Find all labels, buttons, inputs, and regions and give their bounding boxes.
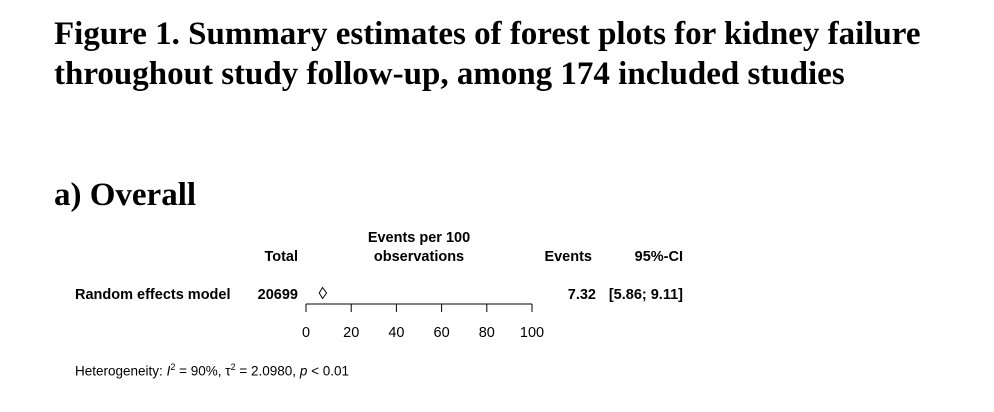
header-total: Total: [264, 249, 298, 265]
x-tick-label-80: 80: [479, 325, 495, 341]
het-tau2-value: = 2.0980,: [235, 363, 300, 379]
het-i2-symbol: I: [166, 363, 171, 379]
row-total: 20699: [258, 287, 298, 303]
x-tick-label-100: 100: [520, 325, 544, 341]
row-ci: [5.86; 9.11]: [609, 287, 683, 303]
het-tau2-exp: 2: [230, 362, 236, 372]
panel-title: a) Overall: [54, 177, 197, 213]
header-events: Events: [544, 249, 592, 265]
het-i2-value: = 90%,: [175, 363, 226, 379]
header-ci: 95%-CI: [635, 249, 683, 265]
row-events: 7.32: [568, 287, 596, 303]
row-label: Random effects model: [75, 287, 231, 303]
x-tick-label-40: 40: [388, 325, 404, 341]
het-prefix: Heterogeneity:: [75, 363, 167, 379]
x-tick-label-20: 20: [343, 325, 359, 341]
x-tick-label-60: 60: [434, 325, 450, 341]
heterogeneity-text: Heterogeneity: I2 = 90%, τ2 = 2.0980, p …: [75, 362, 349, 379]
x-axis-ticks: 0 20 40 60 80 100: [302, 304, 544, 341]
header-axis-line2: observations: [374, 249, 464, 265]
figure-title: Figure 1. Summary estimates of forest pl…: [54, 16, 921, 92]
x-tick-label-0: 0: [302, 325, 310, 341]
het-tau2-symbol: τ: [225, 363, 231, 379]
summary-diamond: [318, 286, 328, 300]
het-p-symbol: p: [299, 363, 308, 379]
het-i2-exp: 2: [170, 362, 176, 372]
het-p-value: < 0.01: [307, 363, 349, 379]
header-axis-line1: Events per 100: [368, 230, 470, 246]
